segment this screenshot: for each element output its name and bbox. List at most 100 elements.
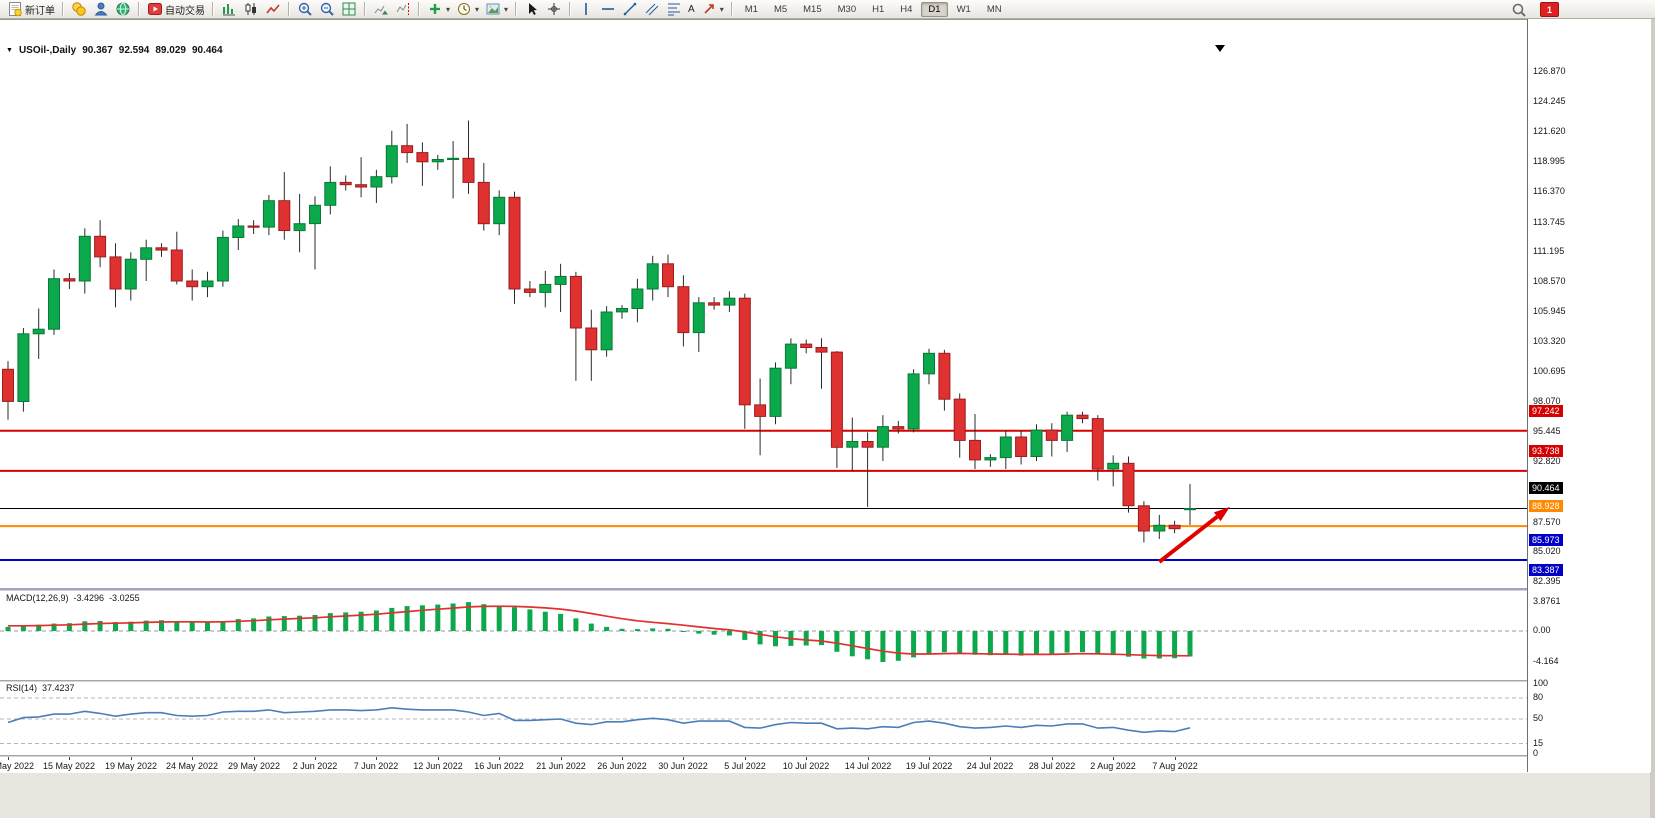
chart-shift-marker-icon[interactable] (1215, 45, 1225, 52)
crosshair-button[interactable] (543, 0, 565, 18)
rsi-name: RSI(14) (6, 683, 38, 693)
candle-body (63, 278, 76, 282)
candle-body (646, 263, 659, 290)
open-value: 90.367 (82, 45, 113, 56)
candle-body (32, 328, 45, 335)
date-label: 7 Jun 2022 (353, 761, 399, 771)
candle-body (1061, 414, 1074, 441)
vertical-line-button[interactable] (575, 0, 597, 18)
tile-windows-button[interactable] (338, 0, 360, 18)
bar-chart-button[interactable] (218, 0, 240, 18)
chartshift-icon (396, 3, 409, 15)
macd-bar (327, 613, 333, 631)
price-tick-label: 82.395 (1533, 576, 1561, 586)
indicators-button[interactable]: ▾ (424, 0, 453, 18)
zoom-in-button[interactable] (294, 0, 316, 18)
rsi-tick-label: 15 (1533, 738, 1544, 748)
price-chart-plot-area[interactable] (0, 39, 1527, 609)
macd-bar (696, 631, 702, 634)
time-tick (868, 756, 869, 760)
time-tick (376, 756, 377, 760)
macd-bar (895, 631, 901, 661)
timeframe-mn-button[interactable]: MN (986, 3, 1002, 15)
time-axis[interactable]: 10 May 2022 15 May 2022 19 May 2022 24 May … (0, 756, 1650, 773)
candle-body (708, 302, 721, 306)
arrows-button[interactable]: ▾ (698, 0, 727, 18)
notifications-badge[interactable]: 1 (1540, 2, 1559, 17)
autotrading-button[interactable]: 自动交易 (144, 0, 208, 18)
macd-bar (849, 631, 855, 657)
dropdown-arrow-icon: ▾ (504, 4, 509, 14)
rsi-tick-label: 0 (1533, 748, 1539, 758)
candle-body (216, 236, 229, 282)
rsi-panel[interactable] (0, 682, 1527, 755)
price-axis[interactable]: 126.870 124.245 121.620 118.995 116.370 113.7… (1527, 19, 1651, 772)
line-chart-button[interactable] (262, 0, 284, 18)
zoom-out-button[interactable] (316, 0, 338, 18)
timeframe-h1-button[interactable]: H1 (872, 3, 885, 15)
new-order-button[interactable]: 新订单 (4, 0, 58, 18)
timeframe-m30-button[interactable]: M30 (837, 3, 857, 15)
price-tick-label: 113.745 (1533, 217, 1565, 227)
fibonacci-button[interactable] (663, 0, 685, 18)
timeframe-h4-button[interactable]: H4 (900, 3, 913, 15)
candle-body (493, 196, 506, 225)
candle-body (1045, 429, 1058, 441)
macd-bar (588, 623, 594, 631)
panel-resize-handle[interactable] (0, 680, 1650, 682)
current-price-badge: 90.464 (1529, 482, 1563, 494)
macd-bar (389, 607, 395, 631)
trendline-button[interactable] (619, 0, 641, 18)
time-tick (806, 756, 807, 760)
macd-bar (496, 605, 502, 631)
candlestick-chart-button[interactable] (240, 0, 262, 18)
timeframe-w1-button[interactable]: W1 (956, 3, 971, 15)
search-icon (1512, 3, 1526, 17)
date-label: 21 Jun 2022 (536, 761, 586, 771)
rsi-tick-label: 80 (1533, 692, 1544, 702)
timeframe-m1-button[interactable]: M1 (744, 3, 758, 15)
timeframe-d1-button[interactable]: D1 (921, 1, 948, 17)
macd-bar (66, 623, 72, 631)
ohlc-collapse-icon[interactable]: ▼ (6, 47, 13, 54)
chart-shift-button[interactable] (392, 0, 414, 18)
text-button[interactable]: A (685, 3, 698, 16)
horizontal-line-button[interactable] (597, 0, 619, 18)
candle-body (907, 373, 920, 430)
community-button[interactable] (112, 0, 134, 18)
autotrading-button-label: 自动交易 (165, 5, 205, 17)
toolbar-separator (418, 2, 420, 16)
date-label: 24 Jul 2022 (966, 761, 1014, 771)
templates-button[interactable]: ▾ (482, 0, 511, 18)
price-tick-label: 105.945 (1533, 306, 1566, 316)
timeframe-m15-button[interactable]: M15 (803, 3, 822, 15)
candle-body (692, 302, 705, 334)
macd-bar (542, 611, 548, 631)
toolbar-separator (730, 2, 733, 16)
trend-arrow-head (1213, 506, 1230, 522)
timeframe-m5-button[interactable]: M5 (773, 3, 788, 15)
macd-panel[interactable] (0, 591, 1527, 680)
candle-body (1137, 505, 1150, 532)
macd-bar (757, 631, 763, 645)
market-watch-button[interactable] (68, 0, 90, 18)
periods-button[interactable]: ▾ (453, 0, 482, 18)
panel-resize-handle[interactable] (0, 589, 1650, 591)
macd-bar (266, 616, 272, 631)
cursor-button[interactable] (521, 0, 543, 18)
panel-resize-handle[interactable] (0, 755, 1650, 757)
dropdown-arrow-icon: ▾ (446, 4, 451, 14)
auto-scroll-button[interactable] (370, 0, 392, 18)
candle-body (48, 278, 60, 330)
equidistant-channel-button[interactable] (641, 0, 663, 18)
candle-body (631, 288, 644, 309)
candle-body (2, 368, 14, 402)
macd-bar (312, 615, 318, 631)
search-button[interactable] (1508, 1, 1530, 19)
macd-bar (36, 624, 42, 631)
price-tick-label: 85.020 (1533, 546, 1561, 556)
candle-body (247, 225, 260, 228)
macd-name: MACD(12,26,9) (6, 593, 69, 603)
accounts-button[interactable] (90, 0, 112, 18)
trend-arrow[interactable] (1158, 515, 1219, 564)
